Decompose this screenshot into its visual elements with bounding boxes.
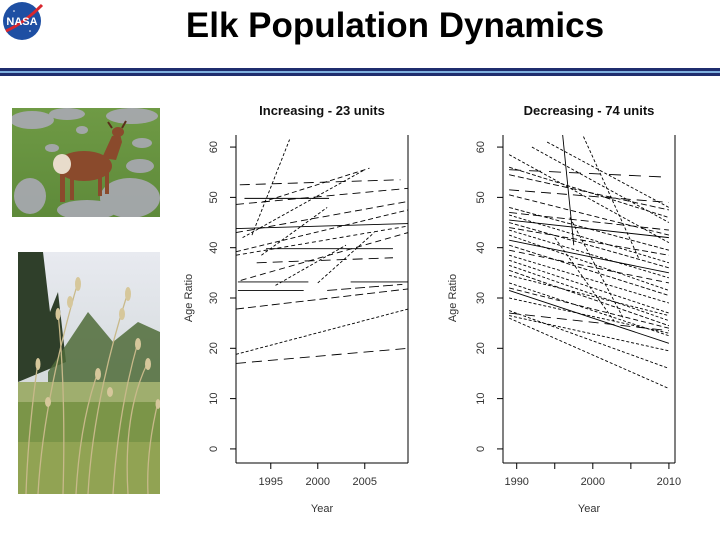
series-line [509, 227, 669, 256]
y-tick-label: 40 [475, 242, 487, 254]
series-line [508, 229, 670, 279]
x-axis-label: Year [578, 503, 601, 515]
y-tick-label: 60 [475, 141, 487, 153]
series-line [508, 274, 670, 317]
elk-photo [12, 108, 160, 217]
x-axis: 1990 2000 2010 [504, 463, 681, 488]
series-line [261, 207, 328, 256]
series-line [236, 223, 408, 230]
x-tick-label: 2000 [581, 476, 605, 488]
chart-title-decreasing: Decreasing - 74 units [524, 103, 655, 118]
series-line [508, 249, 670, 284]
series-line [256, 257, 393, 264]
series-line [508, 234, 670, 291]
series-line [261, 167, 370, 203]
series-line [236, 308, 408, 355]
y-tick-label: 50 [208, 191, 220, 203]
series-line [508, 166, 670, 218]
series-line [508, 194, 670, 236]
series-line [508, 269, 670, 327]
chart-increasing: Increasing - 23 units 0 10 20 30 40 50 60 1995… [183, 103, 409, 515]
chart-decreasing: Decreasing - 74 units 0 10 20 30 40 50 60 1990… [447, 103, 681, 515]
series-line [508, 239, 670, 274]
header-rule-bottom [0, 73, 720, 76]
series-line [509, 189, 669, 203]
y-axis-label: Age Ratio [183, 274, 195, 322]
y-tick-label: 50 [475, 191, 487, 203]
series-line [509, 312, 669, 332]
series-line [582, 135, 639, 258]
series-line [242, 169, 365, 239]
series-line [509, 169, 669, 178]
y-tick-label: 0 [208, 446, 220, 452]
series-line [236, 209, 408, 253]
series-lines [236, 139, 408, 364]
series-line [508, 222, 670, 269]
x-axis: 1995 2000 2005 [259, 463, 377, 488]
x-tick-label: 2010 [657, 476, 681, 488]
series-line [554, 237, 617, 324]
series-line [508, 317, 670, 389]
series-line [509, 219, 669, 239]
series-line [327, 283, 403, 291]
series-line [275, 244, 347, 286]
series-line [240, 232, 408, 281]
y-axis-label: Age Ratio [447, 274, 459, 322]
series-line [508, 244, 670, 296]
series-line [508, 287, 670, 329]
plot-frame [502, 135, 676, 464]
y-tick-label: 30 [475, 292, 487, 304]
series-line [508, 174, 670, 211]
y-tick-label: 10 [208, 392, 220, 404]
x-tick-label: 2005 [353, 476, 377, 488]
y-axis: 0 10 20 30 40 50 60 [208, 141, 236, 452]
plot-frame [235, 135, 409, 464]
series-line [569, 217, 624, 319]
series-line [531, 146, 670, 223]
series-line [508, 259, 670, 314]
series-line [317, 232, 375, 284]
series-line [251, 139, 290, 236]
y-tick-label: 20 [208, 342, 220, 354]
series-line [508, 264, 670, 322]
series-line [508, 214, 670, 264]
x-tick-label: 2000 [306, 476, 330, 488]
x-tick-label: 1990 [504, 476, 528, 488]
y-tick-label: 60 [208, 141, 220, 153]
series-lines [508, 135, 670, 389]
series-line [236, 347, 408, 364]
series-line [239, 179, 401, 186]
nasa-logo-icon: NASA [3, 2, 44, 40]
series-line [509, 212, 669, 231]
y-tick-label: 40 [208, 242, 220, 254]
x-axis-label: Year [311, 503, 334, 515]
svg-text:NASA: NASA [6, 16, 37, 28]
series-line [508, 290, 670, 344]
page-title: Elk Population Dynamics [185, 6, 605, 45]
grass-photo [18, 252, 160, 494]
y-tick-label: 20 [475, 342, 487, 354]
y-axis: 0 10 20 30 40 50 60 [475, 141, 503, 452]
series-line [236, 225, 408, 256]
chart-title-increasing: Increasing - 23 units [259, 103, 385, 118]
y-tick-label: 10 [475, 392, 487, 404]
series-line [508, 207, 670, 251]
y-tick-label: 0 [475, 446, 487, 452]
header-rule-top [0, 68, 720, 71]
series-line [546, 141, 670, 208]
series-line [508, 254, 670, 304]
series-line [562, 135, 575, 246]
series-line [236, 200, 408, 234]
series-line [236, 288, 408, 310]
header-rule-middle [0, 71, 720, 73]
series-line [508, 310, 670, 369]
series-line [508, 315, 670, 352]
x-tick-label: 1995 [259, 476, 283, 488]
y-tick-label: 30 [208, 292, 220, 304]
